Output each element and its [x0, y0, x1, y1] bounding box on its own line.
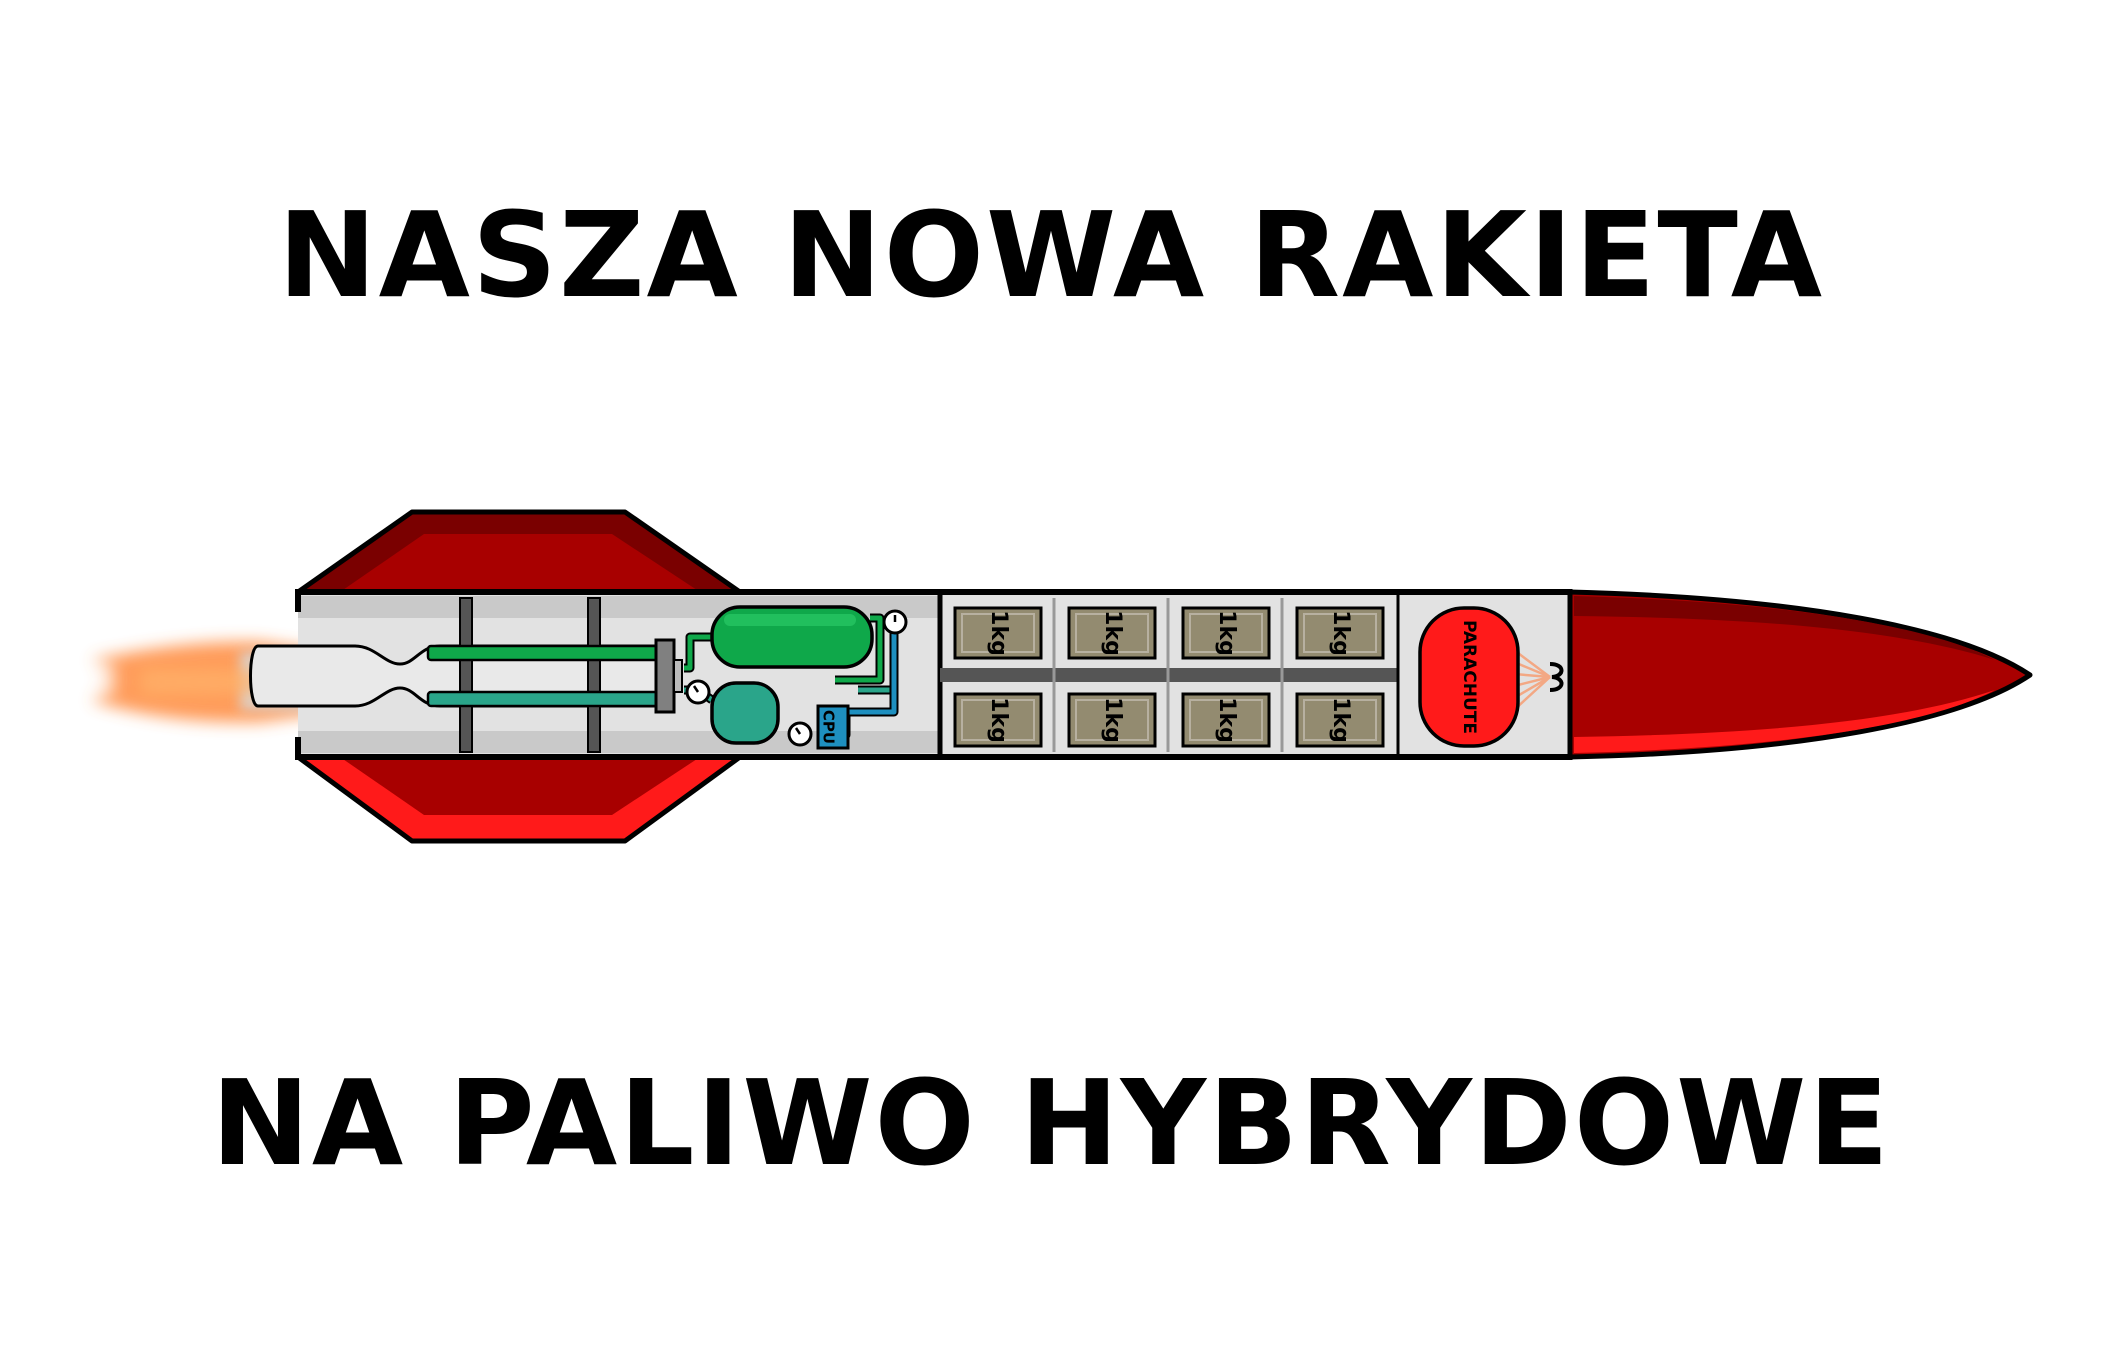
parachute-shroud-lines	[1513, 649, 1551, 711]
hybrid-engine	[249, 597, 683, 753]
shock-cord-hook-icon	[1549, 662, 1564, 692]
parachute-label: PARACHUTE	[1459, 620, 1479, 734]
title-line-1: NASZA NOWA RAKIETA	[277, 186, 1825, 324]
upper-fin	[295, 509, 743, 595]
parachute-pack: PARACHUTE	[1418, 606, 1520, 748]
svg-text:1kg: 1kg	[1100, 697, 1125, 743]
svg-text:1kg: 1kg	[1328, 610, 1353, 656]
svg-text:1kg: 1kg	[1214, 610, 1239, 656]
lower-fin	[295, 754, 743, 844]
svg-text:1kg: 1kg	[1214, 697, 1239, 743]
svg-text:1kg: 1kg	[1328, 697, 1353, 743]
oxidizer-tank-main	[710, 605, 874, 669]
cpu-module: CPU	[816, 704, 850, 750]
payload-weight: 1kg	[1295, 606, 1385, 660]
payload-weight: 1kg	[1067, 692, 1157, 748]
pressure-gauge-icon	[882, 609, 908, 635]
pressure-gauge-icon	[787, 721, 813, 747]
pressure-gauge-icon	[685, 679, 711, 705]
payload-weight: 1kg	[953, 692, 1043, 748]
cpu-label: CPU	[820, 710, 838, 744]
payload-weight: 1kg	[1181, 692, 1271, 748]
payload-weight: 1kg	[1067, 606, 1157, 660]
oxidizer-tank-secondary	[710, 681, 780, 745]
title-line-2: NA PALIWO HYBRYDOWE	[211, 1054, 1891, 1192]
svg-text:1kg: 1kg	[1100, 610, 1125, 656]
payload-weight: 1kg	[1181, 606, 1271, 660]
nose-cone	[1567, 589, 2033, 760]
payload-weight: 1kg	[1295, 692, 1385, 748]
svg-text:1kg: 1kg	[986, 610, 1011, 656]
svg-text:1kg: 1kg	[986, 697, 1011, 743]
parachute-bay: PARACHUTE	[1401, 598, 1567, 752]
payload-weight: 1kg	[953, 606, 1043, 660]
payload-bay: 1kg 1kg 1kg 1kg 1kg 1kg	[937, 592, 1400, 757]
